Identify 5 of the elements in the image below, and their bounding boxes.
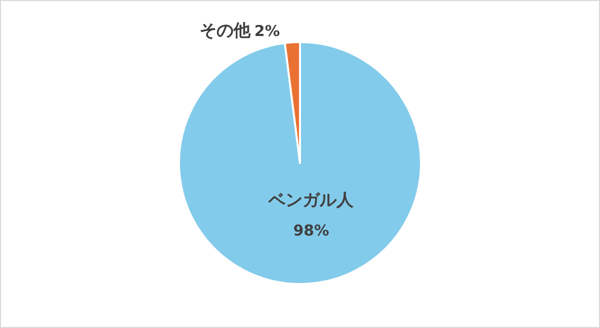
data-label: 98% bbox=[293, 222, 330, 240]
data-label: 2% bbox=[254, 22, 280, 40]
slice-label: ベンガル人 bbox=[268, 190, 355, 211]
slice-label: その他 bbox=[199, 21, 252, 41]
pie-slice bbox=[178, 41, 422, 285]
